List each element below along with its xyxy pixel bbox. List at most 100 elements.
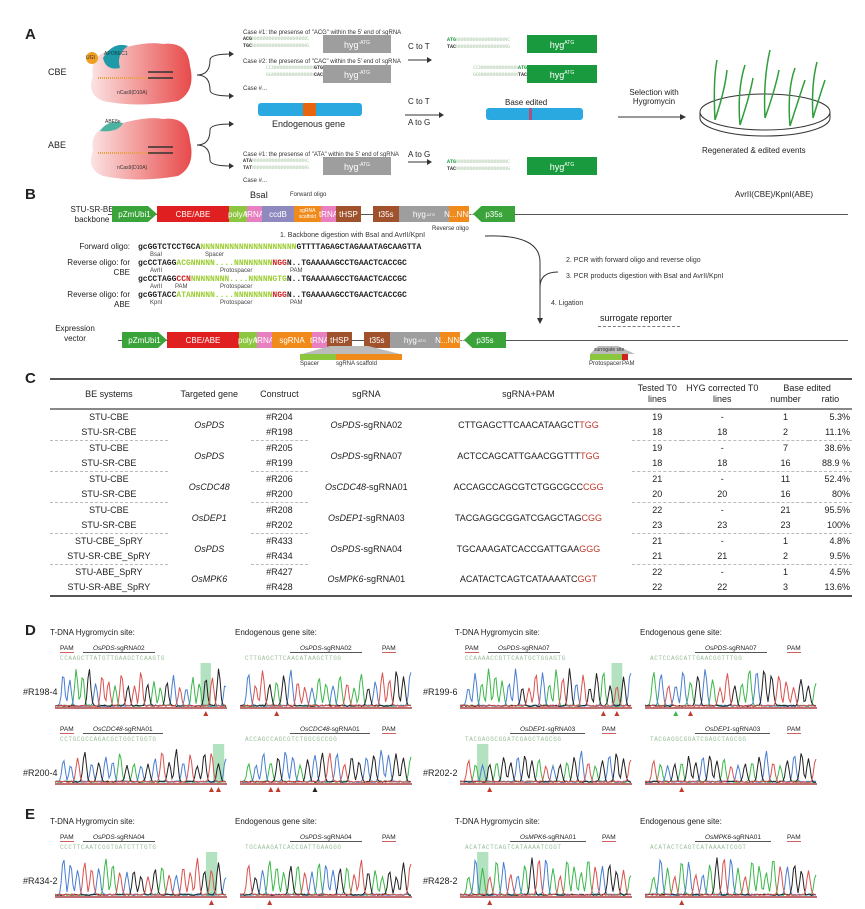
site-sequence: CTTGAGCTTCAACATAAGCTTGG xyxy=(245,655,342,662)
a-to-g-label-1: A to G xyxy=(408,118,431,127)
sgrna-cell: OsMPK6-sgRNA01 xyxy=(308,565,425,597)
pam-sequence: TGG xyxy=(580,450,600,461)
sgrna-suffix: -sgRNA01 xyxy=(366,481,408,492)
edit-marker-triangle-icon xyxy=(215,787,221,792)
expression-construct: pZmUbi1 CBE/ABE polyA tRNA sgRNA tRNA tH… xyxy=(122,330,506,350)
edit-marker-triangle-icon xyxy=(268,787,274,792)
segment-cbe-abe: CBE/ABE xyxy=(157,206,229,222)
hyg-corrected-cell: 21 xyxy=(682,549,763,565)
edited-number-cell: 2 xyxy=(762,425,809,441)
tested-lines-cell: 22 xyxy=(652,582,663,592)
selection-arrow xyxy=(618,114,686,120)
sample-id: #R434-2 xyxy=(23,876,58,886)
sample-id: #R428-2 xyxy=(423,876,458,886)
edited-ratio-cell: 95.5% xyxy=(824,505,850,515)
targeted-gene-cell: OsPDS xyxy=(168,441,251,472)
construct-cell: #R427 xyxy=(266,567,293,577)
site-sequence: TACGAGGCGGATCGAGCTAGCGG xyxy=(465,736,562,743)
chromatogram-trace xyxy=(645,857,817,905)
sgrna-cell: OsCDC48-sgRNA01 xyxy=(308,472,425,503)
conversion-arrows xyxy=(405,57,444,165)
table-body: STU-CBE OsPDS #R204 OsPDS-sgRNA02 CTTGAGCTTC… xyxy=(50,409,852,596)
be-system-cell: STU-CBE xyxy=(89,474,129,484)
spacer-sequence: ACCAGCCAGCGTCTGGCGCC xyxy=(453,481,583,492)
arrow-icon xyxy=(196,123,232,146)
trace-t xyxy=(460,758,632,784)
edited-seq-1: ATGNNNNNNNNNNNNNNNNNC TACNNNNNNNNNNNNNNNN… xyxy=(447,37,511,50)
edit-marker-triangle-icon xyxy=(600,711,606,716)
site-sequence: ACATACTCAGTCATAAAATCGGT xyxy=(650,844,747,851)
sgrna-annotation: OsMPK6-sgRNA01 xyxy=(695,834,771,842)
hyg-corrected-cell: - xyxy=(720,443,724,453)
sample-id: #R202-2 xyxy=(423,768,458,778)
hyg-off-box-2: hyg-ATG xyxy=(323,65,391,83)
header-targeted-gene: Targeted gene xyxy=(167,379,251,410)
ugi-label: UGI xyxy=(86,55,95,61)
edited-ratio-cell: 5.3% xyxy=(829,412,850,422)
header-hyg-corrected: HYG corrected T0 lines xyxy=(682,379,763,410)
pam-annotation: PAM xyxy=(382,726,396,734)
segment-hyg: hyg -ATG xyxy=(390,332,440,348)
protospacer-label: Protospacer xyxy=(589,361,622,367)
hyg-corrected-cell: - xyxy=(720,505,724,515)
construct-cell: #R198 xyxy=(250,425,308,441)
targeted-gene-cell: OsCDC48 xyxy=(168,472,251,503)
pam-sequence: GGG xyxy=(579,543,601,554)
table-row: STU-SR-CBE_SpRY #R434 21 21 2 9.5% xyxy=(50,549,852,565)
table-row: STU-CBE OsDEP1 #R208 OsDEP1-sgRNA03 TACGAGGC… xyxy=(50,503,852,523)
site-sequence: TGCAAAGATCACCGATTGAAGGG xyxy=(245,844,342,851)
trace-t xyxy=(645,758,817,784)
sgrna-suffix: -sgRNA04 xyxy=(360,543,403,554)
be-system-cell: STU-CBE xyxy=(89,412,129,422)
spacer-sequence: TGCAAAGATCACCGATTGAA xyxy=(456,543,580,554)
oligo-pam: NGG xyxy=(272,259,287,268)
construct-cell: #R200 xyxy=(250,487,308,503)
gene-name: OsPDS xyxy=(194,450,225,461)
plant-seedlings xyxy=(713,49,826,127)
sgrna-pam-cell: CTTGAGCTTCAACATAAGCTTGG xyxy=(425,409,633,441)
oligo-prefix: gcCCTAGG xyxy=(138,259,177,268)
be-system-cell: STU-CBE xyxy=(89,443,129,453)
be-system-cell: STU-ABE_SpRY xyxy=(75,567,143,577)
sgrna-suffix: -sgRNA04 xyxy=(114,834,145,841)
table-row: STU-CBE_SpRY OsPDS #R433 OsPDS-sgRNA04 TGCAA… xyxy=(50,534,852,554)
surrogate-reporter-bracket xyxy=(598,326,680,327)
spacer-label: Spacer xyxy=(300,361,320,367)
abe-label: ABE xyxy=(48,140,67,150)
edited-ratio-cell: 4.8% xyxy=(829,536,850,546)
construct-cell: #R428 xyxy=(266,582,293,592)
edited-ratio-cell: 11.1% xyxy=(808,425,852,441)
oligo-sequence: gcGGTACCATANNNNN....NNNNNNNNNGGN..TGAAAA… xyxy=(138,291,407,300)
pam-annotation: PAM xyxy=(787,834,801,842)
sgrna-pam-cell: ACCAGCCAGCGTCTGGCGCCCGG xyxy=(425,472,633,503)
site-sequence: CCCTTCAATCGGTGATCTTTGTG xyxy=(60,844,157,851)
tested-lines-cell: 21 xyxy=(632,549,683,565)
table-row: STU-SR-ABE_SpRY #R428 22 22 3 13.6% xyxy=(50,580,852,596)
pam-annotation: PAM xyxy=(60,645,74,653)
targeted-gene-cell: OsMPK6 xyxy=(168,565,251,597)
hyg-corrected-cell: - xyxy=(720,412,724,422)
sgrna-suffix: -sgRNA04 xyxy=(321,834,352,841)
cbe-cas-label: nCas9(D10A) xyxy=(117,90,148,96)
oligo-suffix: N..TGAAAAAGCCTGAACTCACCGC xyxy=(286,291,407,300)
oligo-prefix: gcGGTCTCCTGCA xyxy=(138,243,201,252)
spacer-sequence: ACTCCAGCATTGAACGGTTT xyxy=(457,450,581,461)
sgrna-annotation: OsDEP1-sgRNA03 xyxy=(695,726,771,734)
sgrna-annotation: OsMPK6-sgRNA01 xyxy=(510,834,586,842)
be-system-cell: STU-CBE_SpRY xyxy=(74,536,143,546)
base-edited-label: Base edited xyxy=(505,98,548,107)
base-edited-gene-bar xyxy=(486,108,583,120)
edited-base-highlight xyxy=(200,663,211,708)
header-sgrna-pam: sgRNA+PAM xyxy=(424,379,633,410)
case2-cbe-seq: CCNNNNNNNNNNNNNNGTG GGNNNNNNNNNNNNNNCAC xyxy=(265,65,323,78)
oligo-suffix: N..TGAAAAAGCCTGAACTCACCGC xyxy=(286,275,407,284)
step-1: 1. Backbone digestion with BsaI and AvrI… xyxy=(280,232,426,239)
pam-annotation: PAM xyxy=(60,726,74,734)
gene-name: OsMPK6 xyxy=(327,574,364,585)
chromatogram-trace xyxy=(645,750,817,792)
panel-label-e: E xyxy=(25,806,36,823)
pam-sequence: GGT xyxy=(577,574,598,585)
gene-name: OsPDS xyxy=(330,419,361,430)
hyg-off-box-1: hyg-ATG xyxy=(323,35,391,53)
trace-g xyxy=(645,753,816,784)
